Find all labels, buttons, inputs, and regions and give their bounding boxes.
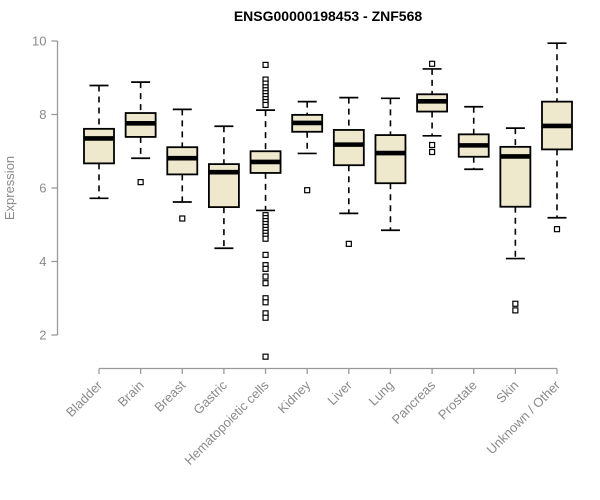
box-lung (374, 97, 407, 232)
x-tick-label-liver: Liver (324, 377, 355, 408)
outlier-point (262, 299, 269, 306)
y-axis-label: Expression (2, 156, 17, 220)
outlier-point (512, 300, 519, 307)
outlier-point (262, 235, 269, 242)
outlier-point (345, 240, 352, 247)
box-prostate (457, 105, 490, 171)
outlier-point (553, 226, 561, 233)
outlier-point (428, 141, 436, 149)
box-skin (499, 127, 532, 314)
outlier-point (262, 101, 269, 109)
outlier-point (262, 251, 269, 258)
chart-title: ENSG00000198453 - ZNF568 (234, 8, 423, 24)
x-tick-label-bladder: Bladder (63, 377, 106, 420)
box-pancreas (416, 60, 448, 156)
iqr-box (166, 146, 199, 176)
iqr-box (332, 129, 365, 167)
outlier-point (512, 307, 519, 314)
x-tick-label-kidney: Kidney (275, 377, 314, 416)
box-brain (124, 81, 157, 186)
outlier-point (262, 353, 269, 360)
outlier-point (262, 273, 269, 280)
x-tick-label-brain: Brain (115, 378, 147, 410)
y-tick-label: 2 (39, 328, 46, 343)
y-tick-label: 8 (39, 107, 46, 122)
y-tick-label: 4 (39, 254, 46, 269)
box-breast (166, 108, 199, 222)
x-tick-label-gastric: Gastric (190, 377, 230, 417)
box-liver (332, 96, 365, 247)
iqr-box (83, 127, 115, 165)
outlier-point (428, 60, 436, 67)
outlier-point (262, 314, 269, 321)
boxplot-series (83, 42, 573, 360)
outlier-point (428, 148, 436, 156)
x-tick-label-lung: Lung (366, 378, 397, 409)
y-tick-label: 10 (32, 34, 46, 49)
x-tick-label-pancreas: Pancreas (389, 377, 439, 427)
outlier-point (262, 61, 269, 68)
box-kidney (291, 100, 324, 194)
box-bladder (83, 84, 115, 200)
outlier-point (179, 215, 186, 222)
y-axis: 2 4 6 8 10 (32, 34, 59, 343)
x-tick-label-breast: Breast (151, 377, 188, 414)
x-tick-label-unknown-other: Unknown / Other (484, 377, 564, 457)
outlier-point (137, 179, 144, 186)
outlier-point (262, 280, 269, 287)
iqr-box (374, 134, 407, 185)
box-hematopoietic-cells (249, 61, 282, 360)
x-tick-label-skin: Skin (493, 378, 521, 406)
outlier-point (262, 265, 269, 272)
y-tick-label: 6 (39, 181, 46, 196)
box-unknown-other (541, 42, 573, 233)
box-gastric (208, 125, 240, 250)
x-tick-label-prostate: Prostate (435, 378, 480, 423)
outlier-point (304, 187, 311, 194)
